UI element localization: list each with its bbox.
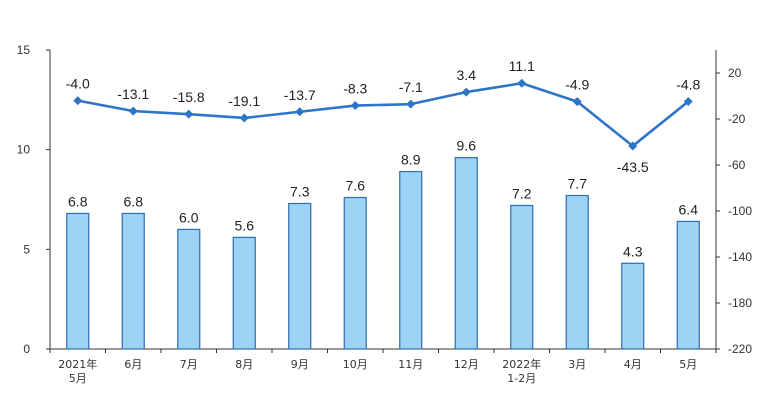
x-tick-label: 4月 bbox=[624, 358, 642, 371]
bar-value-label: 7.2 bbox=[512, 185, 532, 201]
line-value-label: -7.1 bbox=[399, 79, 423, 95]
line-point bbox=[295, 107, 305, 117]
x-tick-label: 5月 bbox=[679, 358, 697, 371]
line-point bbox=[239, 113, 249, 123]
line-value-label: -43.5 bbox=[617, 159, 649, 175]
bar bbox=[66, 212, 90, 350]
bar bbox=[510, 204, 534, 350]
bar bbox=[676, 220, 700, 350]
line-value-label: -4.9 bbox=[565, 77, 589, 93]
line-point bbox=[350, 101, 360, 111]
y-right-tick-label: -20 bbox=[728, 112, 746, 126]
line-point bbox=[73, 96, 83, 106]
bar-value-label: 8.9 bbox=[401, 152, 421, 168]
bar bbox=[288, 202, 312, 350]
bar-value-label: 6.8 bbox=[68, 193, 88, 209]
y-right-tick-label: -180 bbox=[728, 296, 752, 310]
bar-value-label: 7.7 bbox=[568, 176, 588, 192]
line-point bbox=[628, 141, 638, 151]
bar-value-label: 6.4 bbox=[679, 201, 699, 217]
x-tick-label: 2022年 bbox=[502, 357, 541, 371]
line-point bbox=[683, 97, 693, 107]
y-left-tick-label: 5 bbox=[23, 242, 30, 256]
x-tick-label: 6月 bbox=[124, 358, 142, 371]
y-left-tick-label: 10 bbox=[17, 143, 31, 157]
line-point bbox=[572, 97, 582, 107]
line-point bbox=[461, 87, 471, 97]
line-value-label: -13.7 bbox=[284, 87, 316, 103]
line-value-label: -19.1 bbox=[228, 93, 260, 109]
data-labels: 6.8 6.8 6.0 5.6 7.3 7.6 8.9 9.6 7.2 7.7 4.3 6.4 -4.0… bbox=[66, 58, 701, 259]
y-right-tick-label: -60 bbox=[728, 158, 746, 172]
bar-value-label: 6.0 bbox=[179, 209, 199, 225]
line-path bbox=[77, 81, 690, 148]
bar bbox=[177, 228, 201, 350]
x-tick-label: 12月 bbox=[454, 358, 479, 371]
line-point bbox=[184, 109, 194, 119]
bar-value-label: 9.6 bbox=[457, 138, 477, 154]
x-tick-label: 8月 bbox=[235, 358, 253, 371]
y-right-tick-label: -100 bbox=[728, 204, 752, 218]
line-point bbox=[517, 78, 527, 88]
bar bbox=[454, 157, 478, 350]
bar bbox=[621, 262, 645, 350]
line-value-label: 3.4 bbox=[457, 67, 477, 83]
y-right-tick-label: -220 bbox=[728, 342, 752, 356]
x-tick-label: 3月 bbox=[568, 358, 586, 371]
x-tick-label: 1-2月 bbox=[507, 372, 536, 385]
bar-value-label: 4.3 bbox=[623, 243, 643, 259]
line-point bbox=[406, 99, 416, 109]
bar bbox=[121, 212, 145, 350]
bar bbox=[399, 170, 423, 350]
x-tick-label: 7月 bbox=[180, 358, 198, 371]
x-tick-label: 5月 bbox=[69, 372, 87, 385]
line-series bbox=[73, 78, 693, 151]
line-value-label: -4.8 bbox=[676, 77, 700, 93]
y-right-tick-label: -140 bbox=[728, 250, 752, 264]
x-tick-label: 2021年 bbox=[58, 357, 97, 371]
line-value-label: 11.1 bbox=[509, 58, 535, 74]
bar-value-label: 7.6 bbox=[346, 178, 366, 194]
line-point bbox=[128, 106, 138, 116]
bar-value-label: 5.6 bbox=[235, 217, 255, 233]
line-value-label: -13.1 bbox=[117, 86, 149, 102]
bar bbox=[232, 236, 256, 350]
y-left-tick-label: 0 bbox=[23, 342, 30, 356]
line-value-label: -8.3 bbox=[343, 81, 367, 97]
y-left-tick-label: 15 bbox=[17, 43, 31, 57]
bar-series bbox=[66, 157, 700, 350]
y-right-tick-label: 20 bbox=[728, 66, 742, 80]
x-tick-label: 10月 bbox=[343, 358, 368, 371]
x-tick-label: 11月 bbox=[398, 358, 423, 371]
bar bbox=[565, 194, 589, 350]
line-value-label: -4.0 bbox=[66, 76, 90, 92]
line-value-label: -15.8 bbox=[173, 89, 205, 105]
bar bbox=[343, 196, 367, 350]
bar-value-label: 7.3 bbox=[290, 183, 310, 199]
bar-value-label: 6.8 bbox=[124, 193, 144, 209]
x-tick-label: 9月 bbox=[291, 358, 309, 371]
